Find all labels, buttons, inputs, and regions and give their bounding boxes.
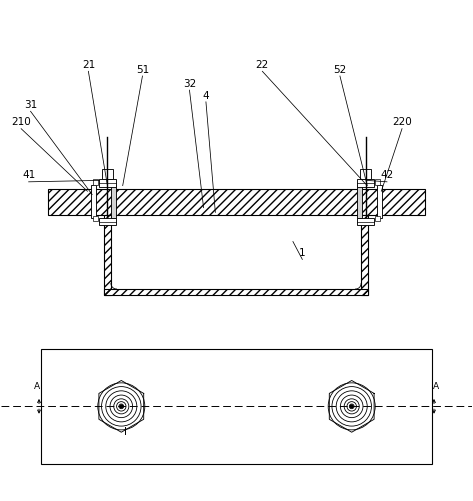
Text: 51: 51 (136, 65, 149, 75)
Text: 22: 22 (256, 60, 269, 70)
Text: I: I (123, 426, 127, 436)
Text: 42: 42 (380, 170, 394, 180)
Bar (377, 186, 382, 219)
Bar (93, 216, 98, 222)
Bar (99, 180, 116, 187)
Bar (41, 349, 432, 464)
Bar (99, 219, 116, 225)
Text: 31: 31 (24, 100, 37, 110)
Bar (48, 189, 425, 215)
Bar (357, 219, 374, 225)
Text: 1: 1 (299, 247, 306, 258)
Bar (361, 215, 368, 295)
Bar (360, 170, 371, 180)
Text: 52: 52 (333, 65, 347, 75)
Text: 220: 220 (392, 117, 412, 127)
Bar (91, 186, 96, 219)
Circle shape (350, 405, 353, 408)
Bar (48, 189, 425, 215)
Bar (375, 216, 380, 222)
Text: 4: 4 (202, 90, 209, 100)
Bar (361, 215, 368, 295)
Text: A: A (433, 382, 439, 391)
Text: 210: 210 (11, 117, 31, 127)
Bar (104, 215, 111, 295)
Bar (102, 170, 113, 180)
Bar (357, 186, 362, 219)
Bar (357, 180, 374, 187)
Circle shape (120, 405, 123, 408)
Text: 32: 32 (183, 79, 196, 89)
Bar (104, 215, 111, 295)
Bar (375, 180, 380, 186)
Bar (104, 290, 368, 295)
Bar (111, 186, 116, 219)
Text: A: A (34, 382, 40, 391)
Bar (93, 180, 98, 186)
Bar (104, 290, 368, 295)
Text: 21: 21 (82, 60, 95, 70)
Text: 41: 41 (22, 170, 35, 180)
